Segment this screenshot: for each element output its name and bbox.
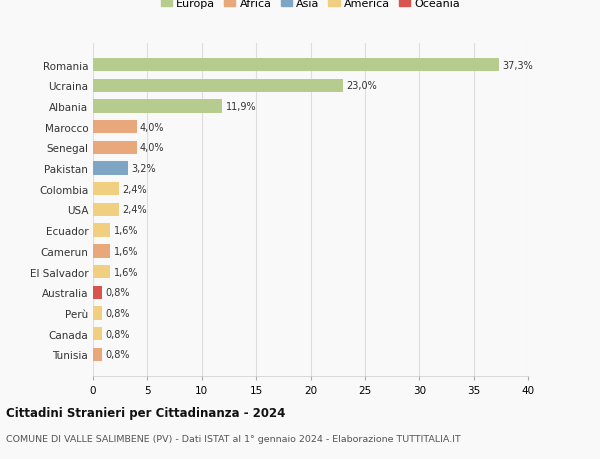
- Text: 2,4%: 2,4%: [122, 185, 147, 194]
- Bar: [93, 162, 128, 175]
- Text: 4,0%: 4,0%: [140, 143, 164, 153]
- Bar: [93, 59, 499, 72]
- Text: 1,6%: 1,6%: [113, 226, 138, 235]
- Text: 4,0%: 4,0%: [140, 123, 164, 132]
- Text: COMUNE DI VALLE SALIMBENE (PV) - Dati ISTAT al 1° gennaio 2024 - Elaborazione TU: COMUNE DI VALLE SALIMBENE (PV) - Dati IS…: [6, 434, 461, 443]
- Bar: [93, 245, 110, 258]
- Text: 11,9%: 11,9%: [226, 102, 256, 112]
- Bar: [93, 79, 343, 93]
- Bar: [93, 203, 119, 217]
- Text: 0,8%: 0,8%: [105, 288, 130, 297]
- Bar: [93, 141, 137, 155]
- Bar: [93, 265, 110, 279]
- Text: 0,8%: 0,8%: [105, 308, 130, 318]
- Legend: Europa, Africa, Asia, America, Oceania: Europa, Africa, Asia, America, Oceania: [158, 0, 463, 11]
- Bar: [93, 307, 102, 320]
- Bar: [93, 348, 102, 361]
- Text: 23,0%: 23,0%: [346, 81, 377, 91]
- Text: 3,2%: 3,2%: [131, 164, 155, 174]
- Text: Cittadini Stranieri per Cittadinanza - 2024: Cittadini Stranieri per Cittadinanza - 2…: [6, 406, 286, 419]
- Bar: [93, 286, 102, 299]
- Bar: [93, 121, 137, 134]
- Text: 0,8%: 0,8%: [105, 329, 130, 339]
- Bar: [93, 100, 223, 113]
- Bar: [93, 327, 102, 341]
- Text: 1,6%: 1,6%: [113, 267, 138, 277]
- Bar: [93, 183, 119, 196]
- Text: 1,6%: 1,6%: [113, 246, 138, 256]
- Bar: [93, 224, 110, 237]
- Text: 2,4%: 2,4%: [122, 205, 147, 215]
- Text: 37,3%: 37,3%: [502, 61, 533, 70]
- Text: 0,8%: 0,8%: [105, 350, 130, 359]
